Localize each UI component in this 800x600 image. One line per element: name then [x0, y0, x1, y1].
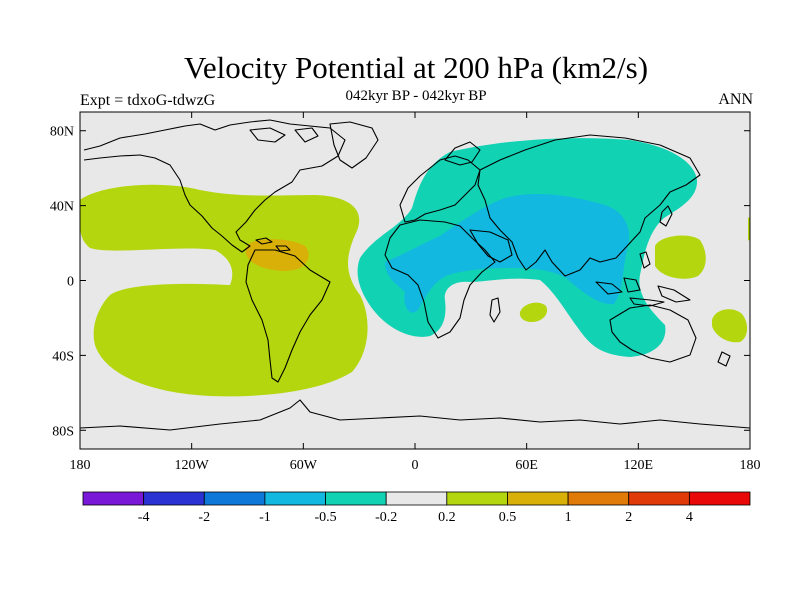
colorbar-label: 0.5	[499, 510, 517, 525]
x-tick-label: 0	[412, 458, 419, 473]
colorbar-label: -4	[138, 510, 150, 525]
map-title: Velocity Potential at 200 hPa (km2/s)	[183, 50, 649, 85]
colorbar: -4 -2 -1 -0.5 -0.2 0.2 0.5 1 2 4	[82, 491, 751, 525]
colorbar-label: 4	[686, 510, 693, 525]
colorbar-label: 1	[565, 510, 572, 525]
colorbar-swatch	[507, 491, 569, 506]
y-axis: 80N 40N 0 40S 80S	[50, 125, 750, 439]
colorbar-label: -0.2	[375, 510, 397, 525]
colorbar-swatch	[628, 491, 690, 506]
x-tick-label: 120E	[624, 458, 654, 473]
positive-region-south-pacific	[712, 309, 748, 343]
colorbar-swatch	[82, 491, 145, 506]
colorbar-label: -1	[259, 510, 271, 525]
colorbar-swatch	[203, 491, 266, 506]
season-label: ANN	[718, 91, 753, 108]
colorbar-label: 2	[625, 510, 632, 525]
colorbar-swatch	[264, 491, 326, 506]
positive-region-indian-ocean	[519, 302, 548, 322]
positive-region-americas	[80, 184, 368, 397]
y-tick-label: 80N	[50, 125, 74, 140]
x-tick-label: 60E	[515, 458, 538, 473]
experiment-label: Expt = tdxoG-tdwzG	[80, 92, 216, 109]
x-tick-label: 60W	[290, 458, 318, 473]
colorbar-label: -2	[198, 510, 210, 525]
y-tick-label: 0	[67, 275, 74, 290]
colorbar-swatch	[446, 491, 508, 506]
x-tick-label: 120W	[175, 458, 210, 473]
colorbar-swatch	[143, 491, 205, 506]
positive-region-west-pacific	[655, 235, 706, 279]
x-axis: 180 120W 60W 0 60E 120E 180	[70, 112, 761, 473]
colorbar-swatch	[385, 491, 448, 506]
y-tick-label: 80S	[52, 424, 74, 439]
colorbar-label: 0.2	[438, 510, 456, 525]
colorbar-swatch	[325, 491, 387, 506]
x-tick-label: 180	[740, 458, 761, 473]
colorbar-swatch	[567, 491, 630, 506]
colorbar-swatch	[688, 491, 751, 506]
y-tick-label: 40N	[50, 200, 74, 215]
positive-region-east-edge	[748, 217, 750, 241]
coastlines	[80, 119, 750, 431]
map-subtitle: 042kyr BP - 042kyr BP	[345, 88, 487, 104]
y-tick-label: 40S	[52, 349, 74, 364]
positive-region-caribbean	[245, 239, 309, 271]
x-tick-label: 180	[70, 458, 91, 473]
negative-region-south-asia	[385, 194, 630, 313]
colorbar-label: -0.5	[314, 510, 336, 525]
